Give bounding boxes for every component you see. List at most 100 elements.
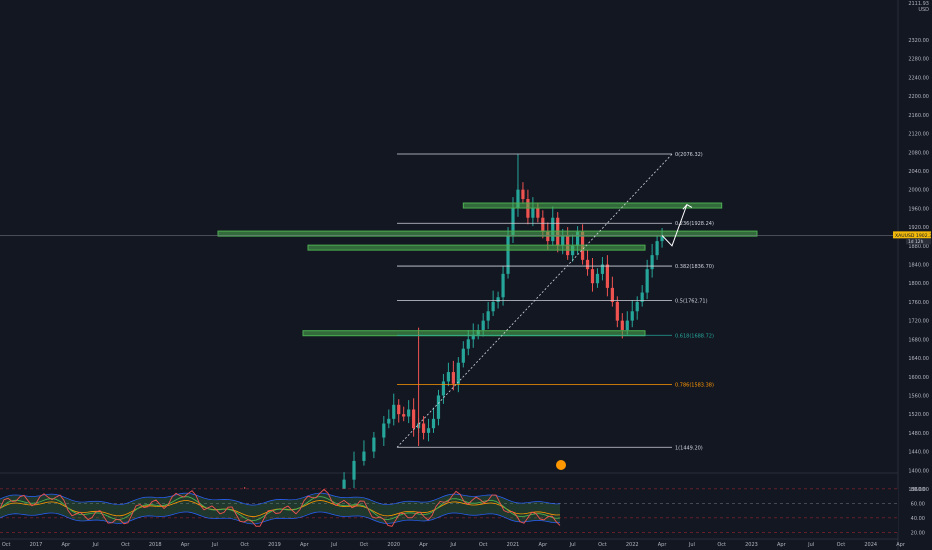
candle-body: [605, 264, 610, 288]
candle-body: [660, 235, 664, 242]
time-tick-label: Jul: [569, 542, 576, 548]
time-tick-label: 2024: [864, 542, 877, 548]
candle-body: [635, 301, 639, 312]
candle-body: [615, 301, 619, 321]
candle-body: [491, 301, 495, 312]
osc-band-fill: [0, 493, 560, 524]
time-tick-label: Jul: [211, 542, 218, 548]
time-tick-label: Apr: [538, 542, 548, 548]
event-marker-icon: [556, 460, 566, 470]
price-tick-label: 1640.00: [908, 356, 929, 362]
price-tick-label: 1480.00: [908, 431, 929, 437]
candle-body: [436, 395, 441, 419]
time-tick-label: Apr: [777, 542, 787, 548]
osc-main-line: [0, 488, 561, 527]
candle-body: [600, 264, 605, 274]
candle-body: [342, 479, 346, 497]
time-tick-label: Oct: [479, 542, 488, 548]
zone: [217, 230, 758, 237]
candle-body: [352, 460, 356, 480]
candle-body: [645, 269, 649, 293]
price-tick-label: 1560.00: [908, 393, 929, 399]
time-tick-label: Apr: [419, 542, 429, 548]
price-tick-label: 1840.00: [908, 263, 929, 269]
osc-bg: [0, 488, 898, 533]
time-tick-label: Jul: [92, 542, 99, 548]
fib-level-label: 1(1449.20): [675, 445, 703, 451]
price-tick-label: 2160.00: [908, 113, 929, 119]
candle-body: [551, 217, 555, 242]
time-axis[interactable]: Oct 2017 Apr Jul Oct 2018 Apr Jul Oct 2019 Apr Jul O…: [2, 542, 906, 548]
price-tick-label: 1960.00: [908, 206, 929, 212]
time-tick-label: Oct: [837, 542, 846, 548]
price-tick-label: 1360.00: [908, 487, 929, 493]
candle-body: [456, 362, 460, 384]
osc-tick-label: 20.00: [911, 530, 925, 536]
time-tick-label: Oct: [2, 542, 11, 548]
time-tick-label: Apr: [658, 542, 668, 548]
price-tick-label: 2040.00: [908, 169, 929, 175]
candle-body: [506, 236, 510, 274]
candle-body: [595, 273, 600, 284]
price-tick-label: 1880.00: [908, 244, 929, 250]
price-badge-sub: [906, 238, 931, 245]
time-tick-label: Apr: [181, 542, 191, 548]
candle-body: [536, 208, 540, 218]
price-tick-label: 1520.00: [908, 412, 929, 418]
osc-tick-label: 80.00: [911, 487, 925, 493]
candle-body: [650, 255, 654, 270]
candle-body: [610, 287, 614, 302]
price-axis[interactable]: 2320.00 2280.00 2240.00 2200.00 2160.00 2120.…: [908, 1, 929, 536]
time-tick-label: Oct: [598, 542, 607, 548]
time-tick-label: Oct: [240, 542, 249, 548]
price-tick-label: 1760.00: [908, 300, 929, 306]
fib-retracement[interactable]: 0(2076.32) 0.236(1928.24) 0.382(1836.70) 0.…: [397, 152, 714, 451]
price-badge-sub-text: 1d 12h: [908, 239, 924, 245]
candle-body: [421, 423, 426, 433]
trendline[interactable]: [396, 153, 673, 448]
candle-body: [402, 414, 406, 417]
price-tick-label: 1600.00: [908, 375, 929, 381]
price-tick-label: 2280.00: [908, 57, 929, 63]
price-badge-symbol-text: XAUUSD 1902.33: [895, 233, 932, 239]
candle-body: [561, 236, 565, 246]
price-tick-label: 2200.00: [908, 94, 929, 100]
fib-level-label: 0.786(1583.38): [675, 383, 714, 389]
price-tick-label: 1800.00: [908, 281, 929, 287]
price-tick-label: 2000.00: [908, 188, 929, 194]
projection-arrow: [661, 204, 688, 247]
price-tick-label: 2320.00: [908, 38, 929, 44]
time-tick-label: 2021: [507, 542, 520, 548]
candle-body: [521, 189, 525, 200]
fib-level-label: 0.5(1762.71): [675, 299, 708, 305]
price-tick-label: 1440.00: [908, 450, 929, 456]
trendline-line: [396, 153, 673, 448]
candle-body: [446, 372, 451, 382]
price-tick-label: 2240.00: [908, 75, 929, 81]
candle-body: [382, 423, 386, 438]
fib-level-label: 0.236(1928.24): [675, 221, 714, 227]
osc-tick-label: 40.00: [911, 516, 925, 522]
candle-body: [630, 311, 634, 321]
time-tick-label: Jul: [330, 542, 337, 548]
candle-body: [407, 409, 411, 417]
candle-body: [501, 273, 505, 298]
time-tick-label: 2020: [387, 542, 400, 548]
fib-level-label: 0(2076.32): [675, 152, 703, 158]
candle-body: [451, 372, 455, 384]
candle-body: [461, 348, 465, 363]
price-tick-label: 2120.00: [908, 132, 929, 138]
time-tick-label: Oct: [717, 542, 726, 548]
candle-body: [511, 208, 515, 237]
oscillator-pane: [0, 488, 898, 533]
fib-level-label: 0.382(1836.70): [675, 264, 714, 270]
candle-body: [496, 297, 500, 302]
time-tick-label: Oct: [121, 542, 130, 548]
price-tick-label: 1400.00: [908, 468, 929, 474]
candle-body: [585, 259, 590, 270]
time-tick-label: Oct: [360, 542, 369, 548]
currency-label: USD: [918, 7, 929, 13]
time-tick-label: 2019: [268, 542, 281, 548]
price-badge-symbol: [893, 231, 931, 239]
